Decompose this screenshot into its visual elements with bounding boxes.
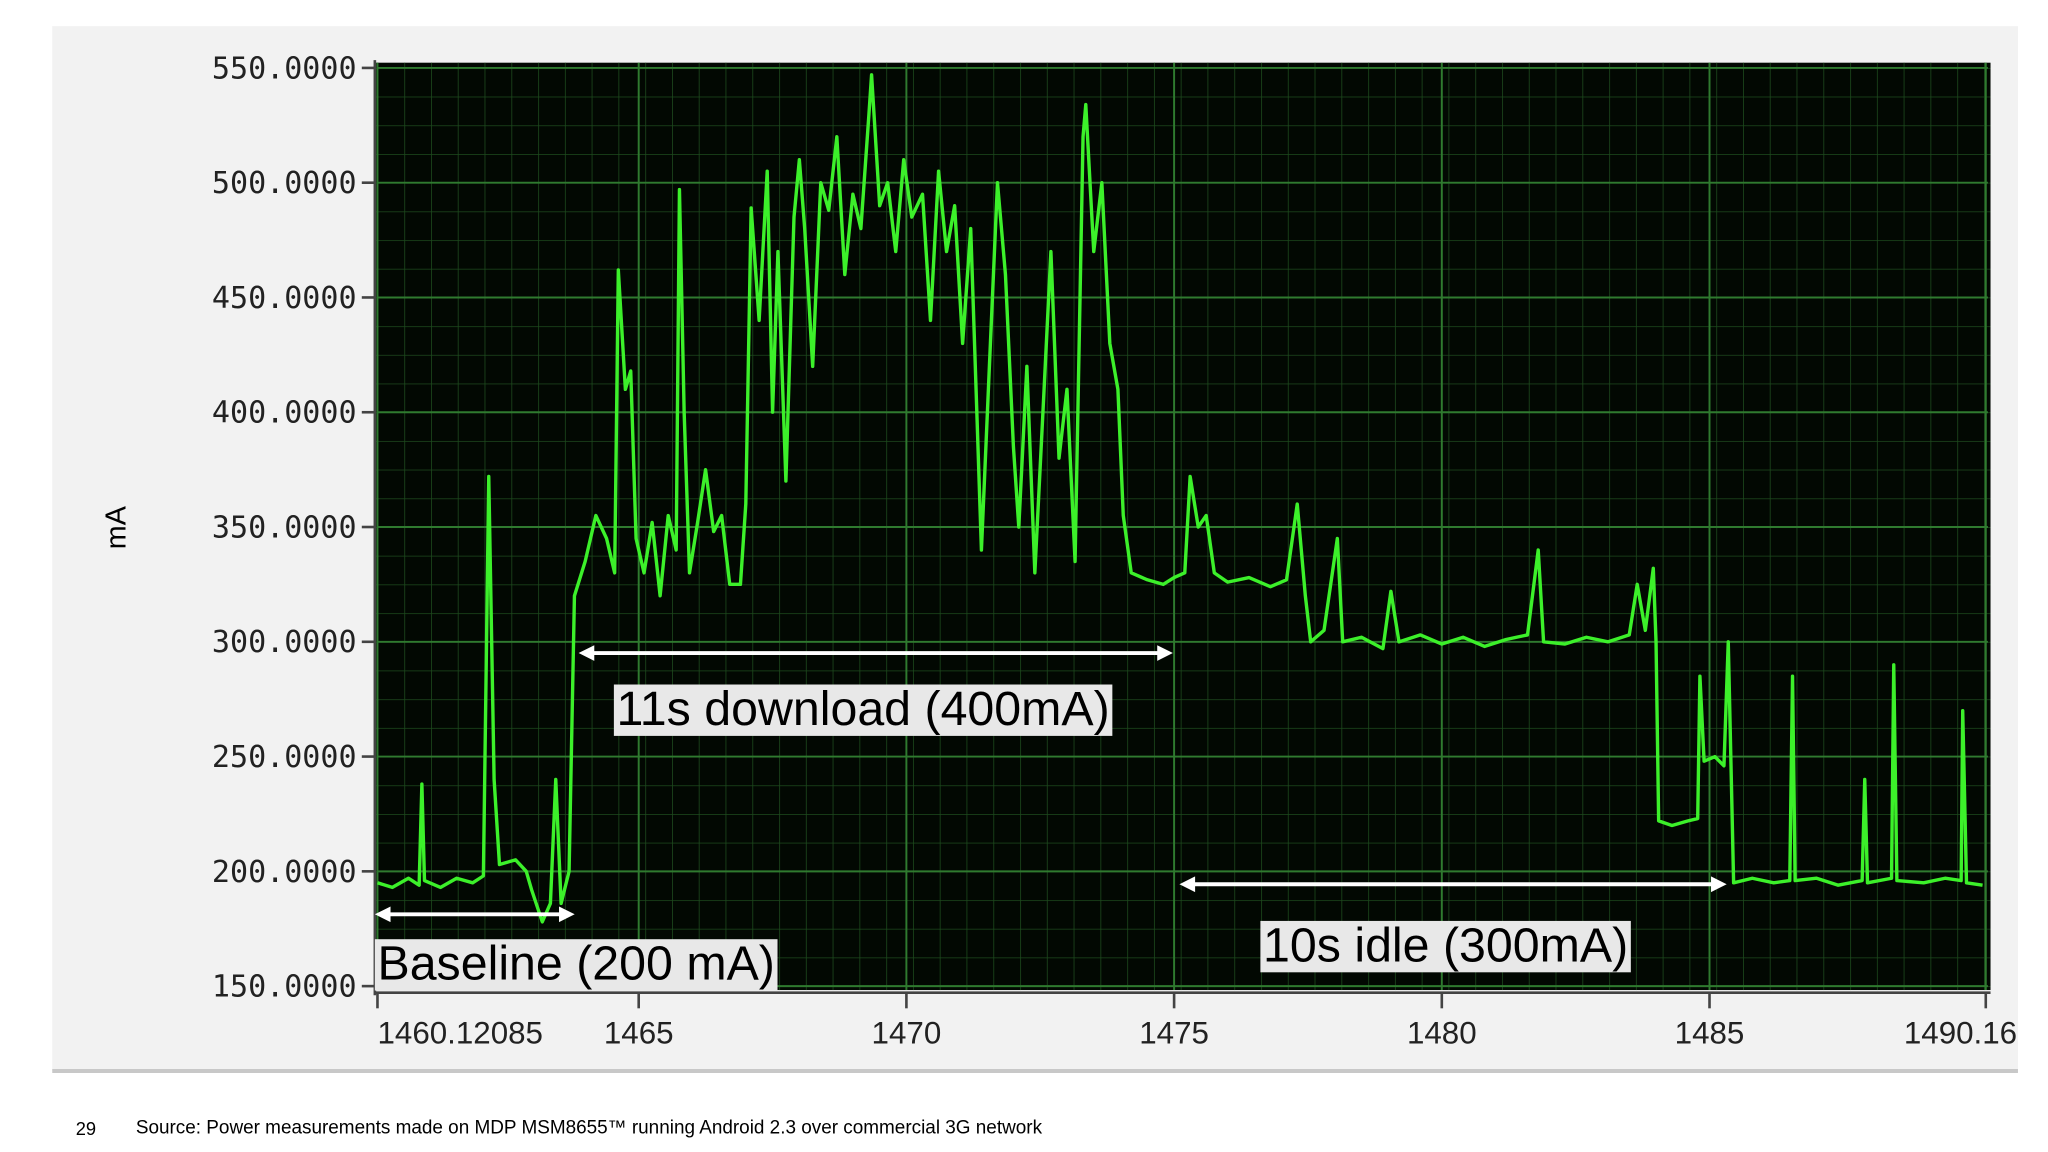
annotation-box	[613, 684, 1113, 736]
y-tick-label: 450.0000	[212, 281, 357, 316]
y-tick-label: 200.0000	[212, 855, 357, 890]
page-number: 29	[76, 1118, 96, 1139]
x-tick-label: 1465	[604, 1016, 674, 1051]
x-tick-label: 1470	[872, 1016, 942, 1051]
y-tick-label: 300.0000	[212, 625, 357, 660]
x-tick-label: 1490.16	[1904, 1016, 2017, 1051]
data-line	[376, 73, 1983, 924]
y-tick-label: 500.0000	[212, 166, 357, 201]
y-tick-label: 150.0000	[212, 970, 357, 1005]
x-tick-label: 1475	[1139, 1016, 1209, 1051]
y-tick-label: 350.0000	[212, 510, 357, 545]
arrows	[374, 645, 1727, 923]
source-note: Source: Power measurements made on MDP M…	[136, 1118, 1043, 1139]
annotation-box	[374, 939, 778, 991]
y-tick-label: 250.0000	[212, 740, 357, 775]
annotation: 10s idle (300mA)	[1263, 918, 1628, 972]
x-tick-label: 1460.12085	[377, 1016, 543, 1051]
y-tick-label: 550.0000	[212, 51, 357, 86]
x-tick-label: 1485	[1675, 1016, 1745, 1051]
annotation-box	[1260, 920, 1631, 973]
x-tick-label: 1480	[1407, 1016, 1477, 1051]
y-tick-label: 400.0000	[212, 396, 357, 431]
annotation: Baseline (200 mA)	[377, 937, 774, 991]
y-axis-label: mA	[100, 505, 132, 549]
annotation: 11s download (400mA)	[616, 682, 1109, 736]
